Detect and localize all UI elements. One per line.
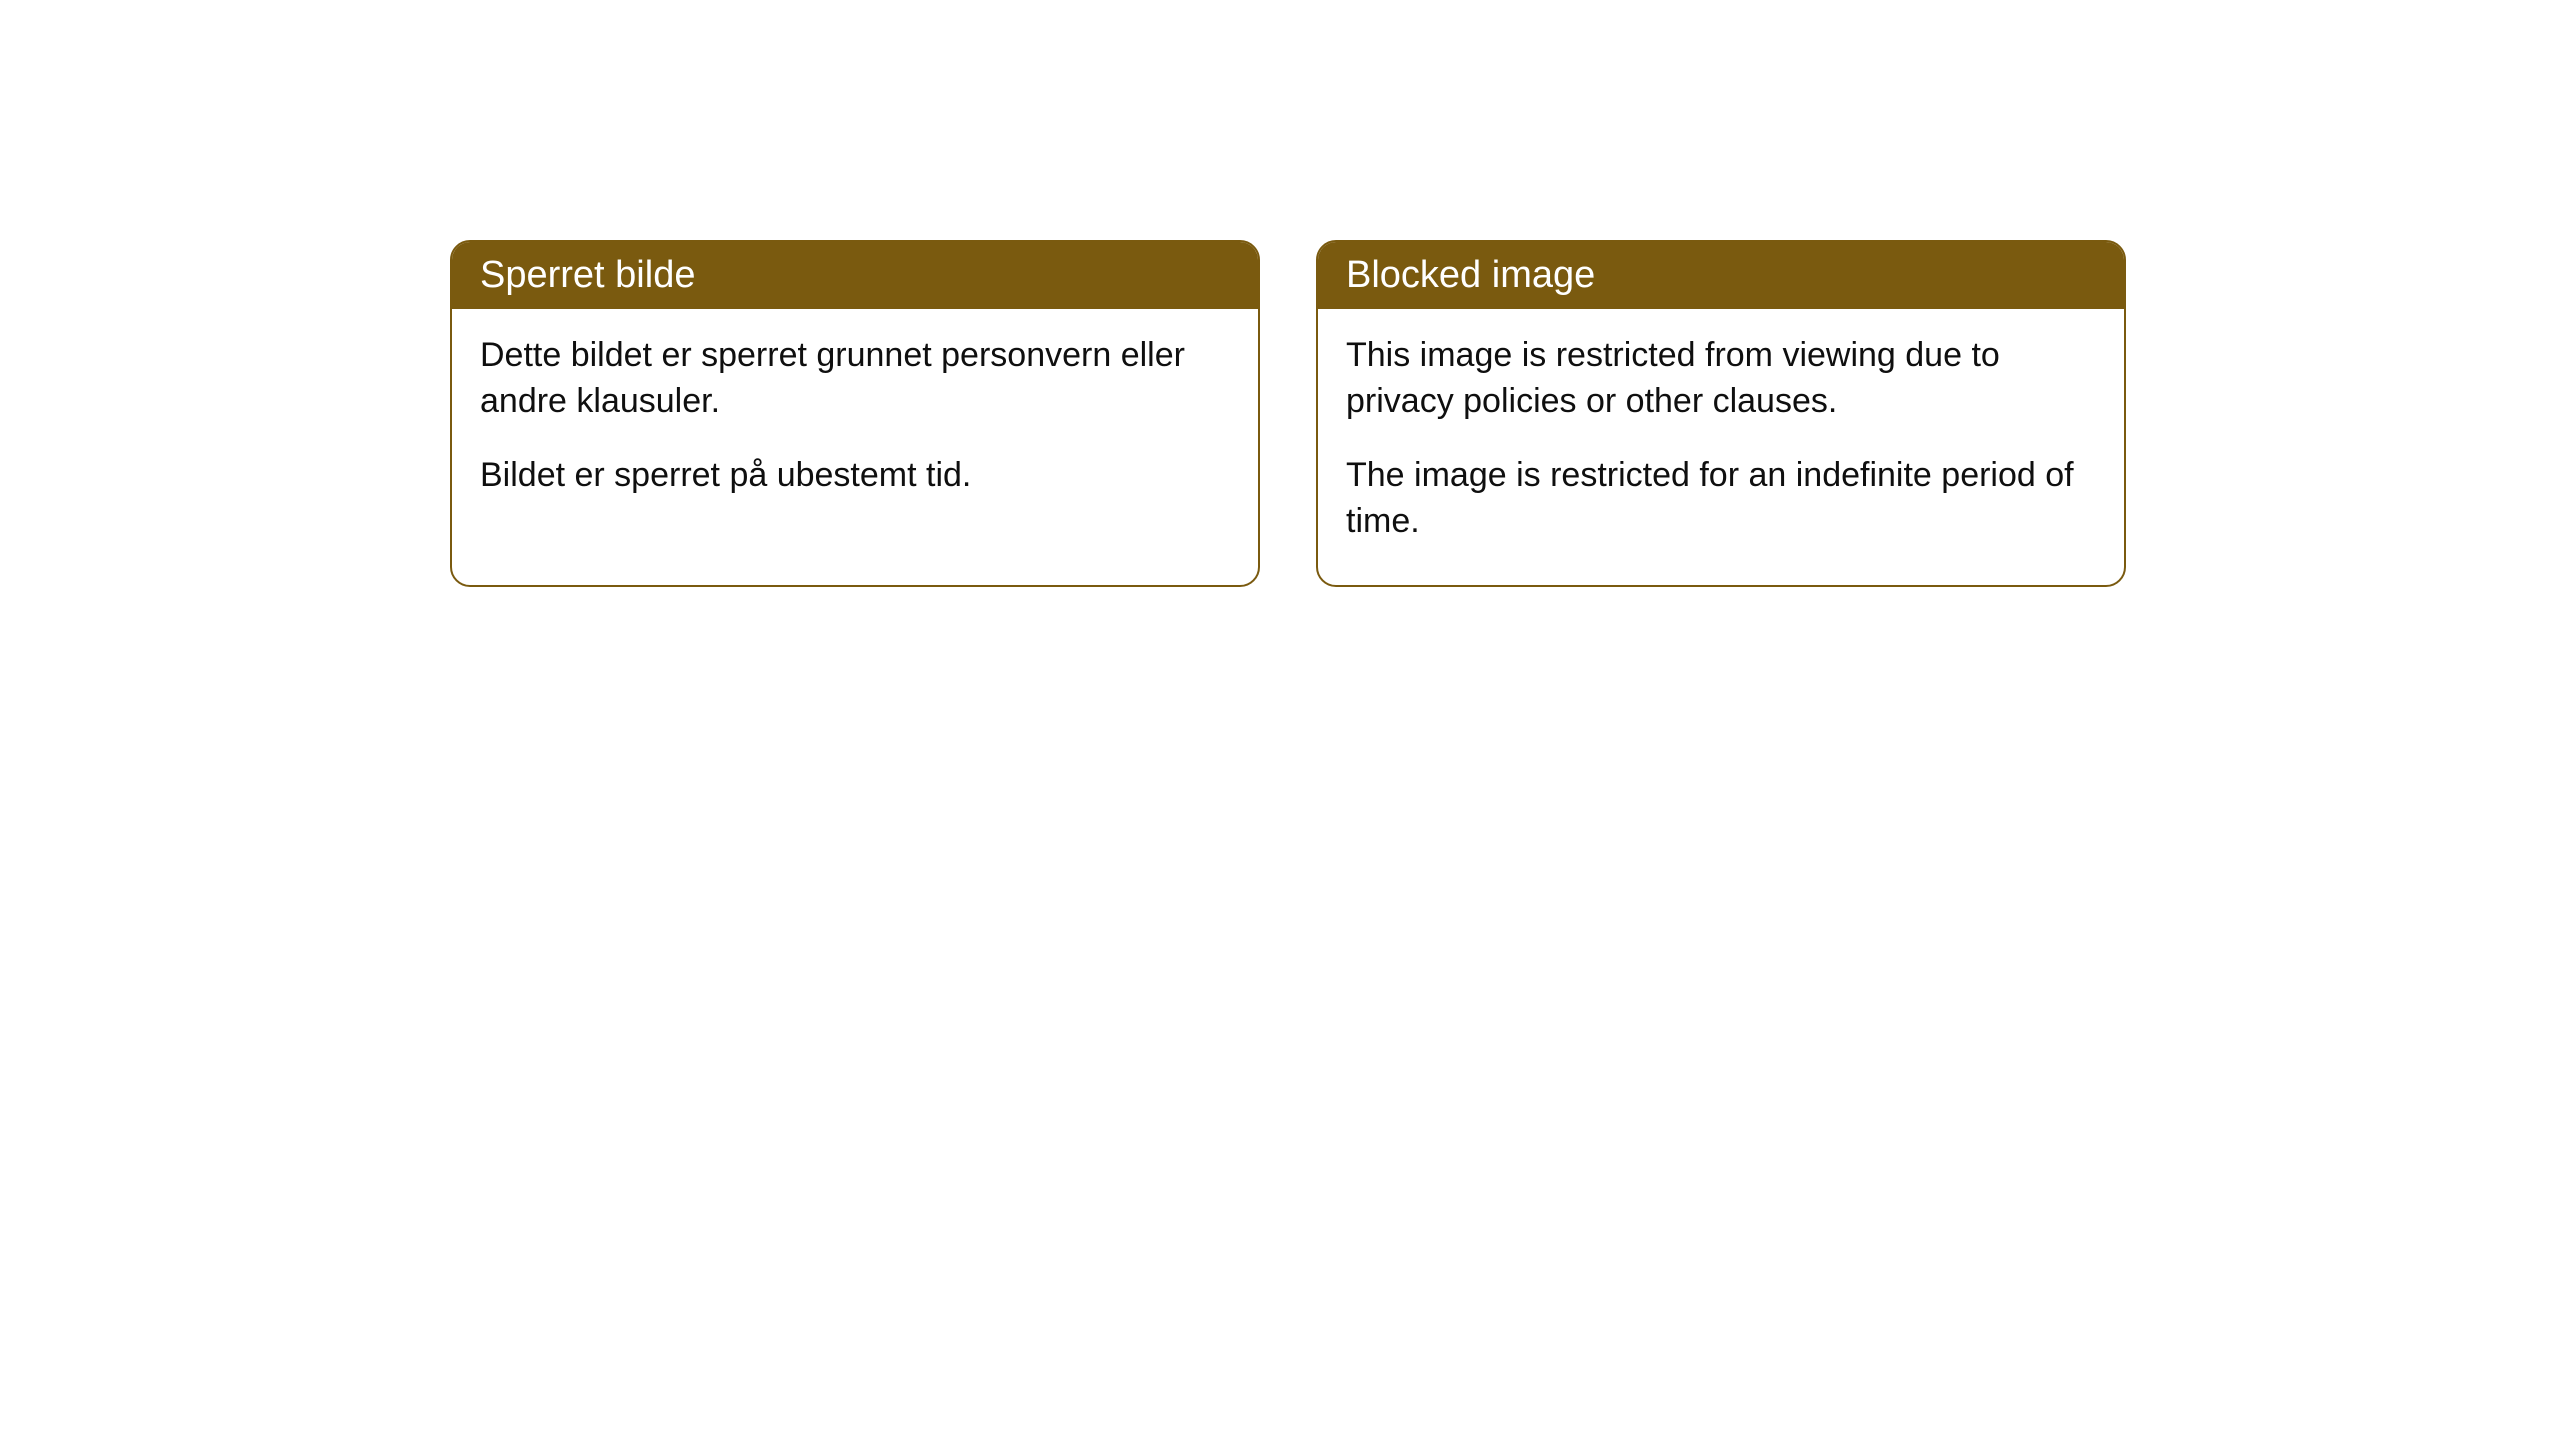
card-paragraph: Bildet er sperret på ubestemt tid.: [480, 453, 1230, 499]
card-paragraph: Dette bildet er sperret grunnet personve…: [480, 333, 1230, 425]
card-body: This image is restricted from viewing du…: [1318, 309, 2124, 585]
card-paragraph: This image is restricted from viewing du…: [1346, 333, 2096, 425]
blocked-image-card-norwegian: Sperret bilde Dette bildet er sperret gr…: [450, 240, 1260, 587]
blocked-image-card-english: Blocked image This image is restricted f…: [1316, 240, 2126, 587]
card-header: Sperret bilde: [452, 242, 1258, 309]
card-title: Sperret bilde: [480, 254, 695, 296]
card-paragraph: The image is restricted for an indefinit…: [1346, 453, 2096, 545]
info-cards-container: Sperret bilde Dette bildet er sperret gr…: [450, 240, 2126, 587]
card-header: Blocked image: [1318, 242, 2124, 309]
card-body: Dette bildet er sperret grunnet personve…: [452, 309, 1258, 539]
card-title: Blocked image: [1346, 254, 1595, 296]
